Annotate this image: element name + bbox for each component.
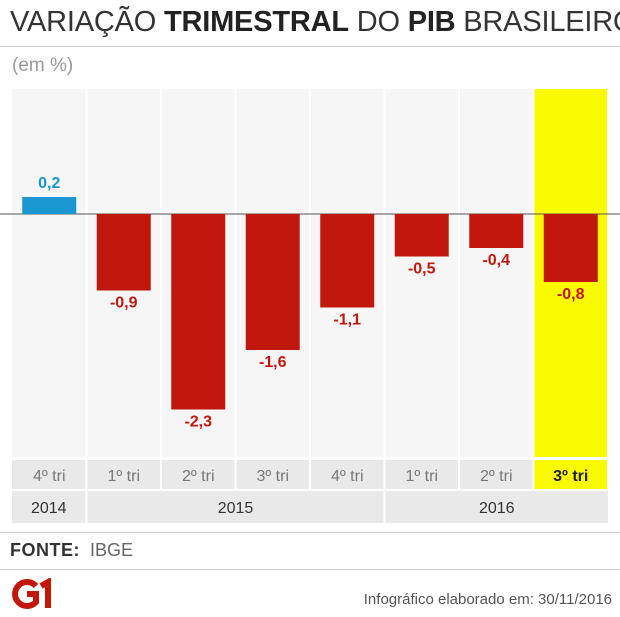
bar-3 [171, 214, 226, 410]
title-part-5: BRASILEIRO [455, 6, 620, 38]
category-label-4: 3º tri [256, 468, 289, 485]
chart-title: VARIAÇÃO TRIMESTRAL DO PIB BRASILEIRO [10, 2, 620, 42]
title-part-2: TRIMESTRAL [163, 6, 349, 38]
unit-label: (em %) [12, 55, 74, 76]
year-label-3: 2016 [479, 500, 515, 517]
year-band-2 [87, 491, 384, 523]
bar-7 [469, 214, 524, 248]
category-band-4 [236, 460, 309, 489]
category-band-6 [385, 460, 458, 489]
footer-divider [0, 569, 620, 570]
bar-6 [394, 214, 449, 257]
value-label-2: -0,9 [110, 295, 138, 312]
category-label-2: 1º tri [107, 468, 140, 485]
category-label-8: 3º tri [553, 468, 588, 485]
value-label-1: 0,2 [38, 175, 60, 192]
g1-logo [10, 578, 54, 610]
source-value: IBGE [90, 540, 134, 560]
category-label-1: 4º tri [33, 468, 66, 485]
category-label-5: 4º tri [331, 468, 364, 485]
value-label-8: -0,8 [557, 286, 585, 303]
credit-text: Infográfico elaborado em: 30/11/2016 [363, 591, 612, 608]
bar-1 [22, 197, 77, 214]
chart-bottom-divider [0, 532, 620, 533]
title-part-4: PIB [407, 6, 456, 38]
category-label-7: 2º tri [480, 468, 513, 485]
category-band-7 [460, 460, 533, 489]
bar-chart: 0,2 4º tri -0,9 1º tri -2,3 2º tri -1,6 3º tri -… [0, 89, 620, 523]
title-divider [0, 46, 620, 47]
year-band-3 [385, 491, 608, 523]
category-band-3 [162, 460, 235, 489]
column-bg-1 [12, 89, 86, 457]
category-label-6: 1º tri [405, 468, 438, 485]
column-bg-6 [385, 89, 458, 457]
column-bg-7 [460, 89, 533, 457]
bar-2 [96, 214, 151, 291]
category-band-1 [12, 460, 86, 489]
category-label-3: 2º tri [182, 468, 215, 485]
category-band-5 [311, 460, 384, 489]
year-band-1 [12, 491, 86, 523]
bar-8 [543, 214, 598, 282]
value-label-3: -2,3 [184, 414, 212, 431]
bar-4 [245, 214, 300, 350]
year-label-2: 2015 [218, 500, 254, 517]
title-part-1: VARIAÇÃO [10, 6, 164, 38]
title-part-3: DO [348, 6, 408, 38]
category-band-2 [87, 460, 160, 489]
value-label-7: -0,4 [482, 252, 510, 269]
value-label-5: -1,1 [333, 312, 361, 329]
bar-5 [320, 214, 375, 308]
year-label-1: 2014 [31, 500, 67, 517]
category-band-8 [534, 460, 607, 489]
source-label: FONTE: [10, 540, 80, 560]
value-label-6: -0,5 [408, 261, 436, 278]
source-line: FONTE: IBGE [10, 540, 133, 561]
value-label-4: -1,6 [259, 354, 287, 371]
